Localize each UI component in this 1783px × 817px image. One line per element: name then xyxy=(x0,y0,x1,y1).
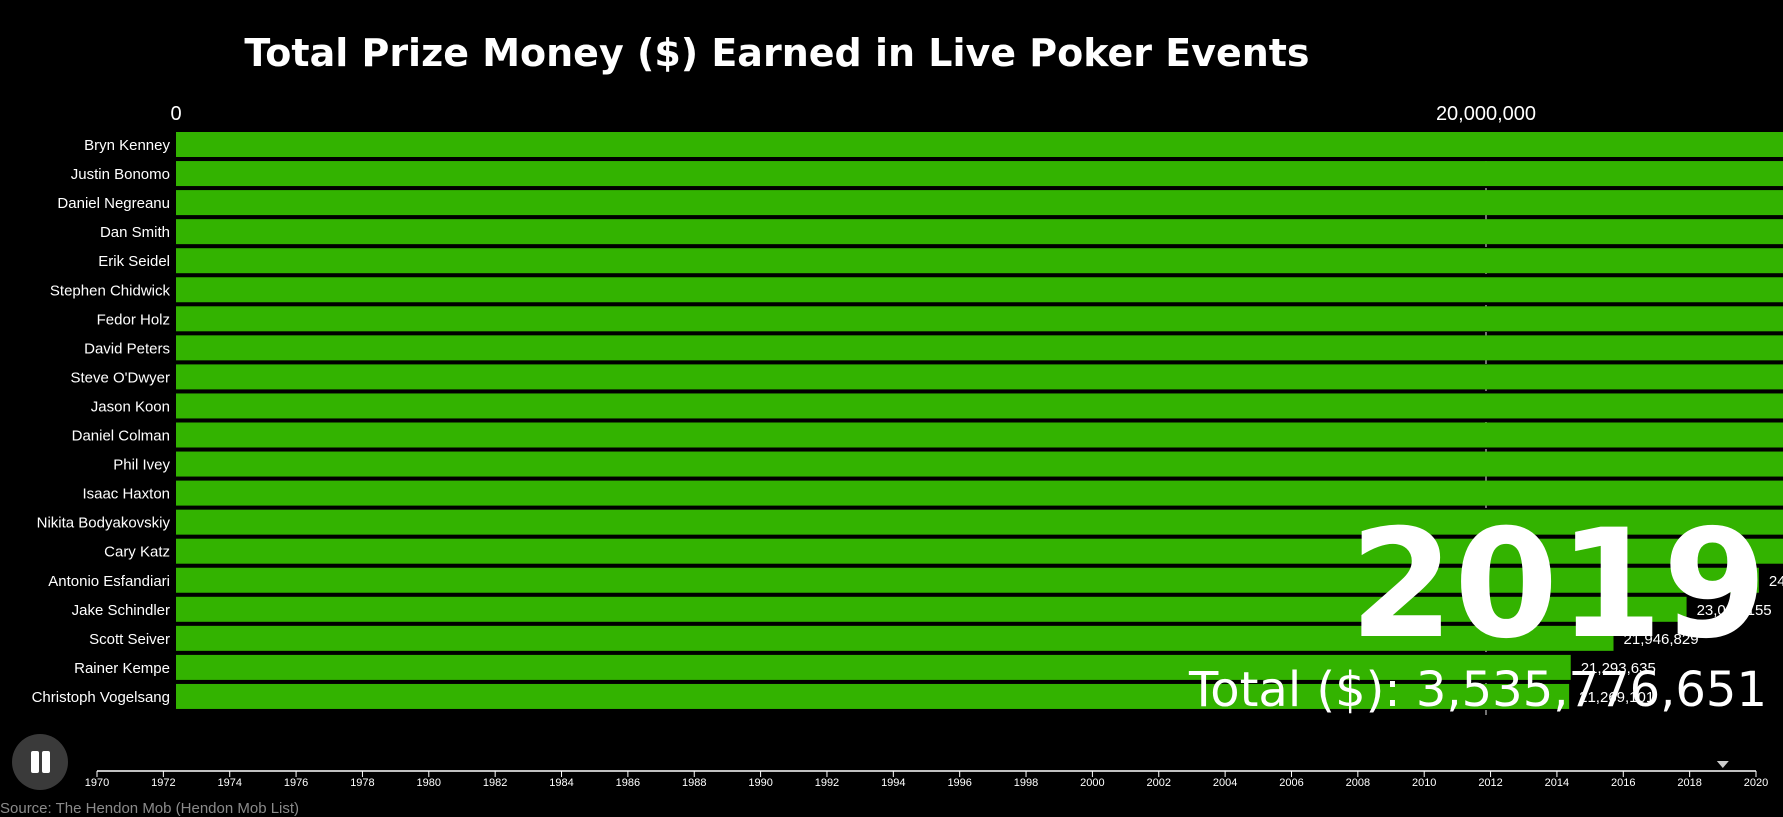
category-label: Nikita Bodyakovskiy xyxy=(37,515,171,532)
value-label: 21,946,829 xyxy=(1624,631,1699,648)
value-label: 21,269,101 xyxy=(1579,689,1654,706)
bar xyxy=(176,335,1783,361)
timeline-tick-label: 2008 xyxy=(1346,777,1370,789)
bar xyxy=(176,509,1783,535)
timeline-tick-label: 1986 xyxy=(616,777,640,789)
category-label: Jason Koon xyxy=(91,398,170,415)
category-label: Rainer Kempe xyxy=(74,660,170,677)
category-label: Erik Seidel xyxy=(98,253,170,270)
timeline-tick-label: 2016 xyxy=(1611,777,1635,789)
category-label: Bryn Kenney xyxy=(84,137,170,154)
bar xyxy=(176,567,1759,593)
category-label: David Peters xyxy=(84,340,170,357)
bar xyxy=(176,190,1783,216)
timeline[interactable]: 1970 1972 1974 1976 1978 1980 1982 1984 1986 1988… xyxy=(85,761,1768,789)
x-axis-ticks: 020,000,00040,000,000 xyxy=(170,103,1536,125)
timeline-tick-label: 2014 xyxy=(1545,777,1569,789)
bar xyxy=(176,132,1783,157)
bar xyxy=(176,683,1570,709)
category-label: Cary Katz xyxy=(104,544,170,561)
bar xyxy=(176,248,1783,274)
x-tick-label: 0 xyxy=(170,103,181,125)
pause-icon-right xyxy=(42,751,50,773)
timeline-tick-label: 1970 xyxy=(85,777,109,789)
timeline-tick-label: 1978 xyxy=(350,777,374,789)
bar xyxy=(176,219,1783,245)
category-label: Justin Bonomo xyxy=(71,166,170,183)
category-label: Isaac Haxton xyxy=(82,486,170,503)
category-label: Dan Smith xyxy=(100,224,170,241)
total-label: Total ($): 3,535,776,651 xyxy=(1188,662,1767,718)
chart-title: Total Prize Money ($) Earned in Live Pok… xyxy=(244,31,1309,75)
timeline-tick-label: 1988 xyxy=(682,777,706,789)
category-label: Christoph Vogelsang xyxy=(32,689,170,706)
bar xyxy=(176,654,1571,680)
category-label: Antonio Esfandiari xyxy=(48,573,170,590)
timeline-tick-label: 2000 xyxy=(1080,777,1104,789)
timeline-tick-label: 2002 xyxy=(1147,777,1171,789)
timeline-tick-label: 2018 xyxy=(1677,777,1701,789)
timeline-tick-label: 2006 xyxy=(1279,777,1303,789)
pause-button[interactable] xyxy=(12,734,68,790)
bars: Bryn Kenney54,726,351Justin Bonomo46,249… xyxy=(32,132,1783,709)
timeline-tick-label: 1990 xyxy=(748,777,772,789)
bar xyxy=(176,393,1783,419)
timeline-tick-label: 1980 xyxy=(417,777,441,789)
bar xyxy=(176,538,1783,564)
x-tick-label: 20,000,000 xyxy=(1436,103,1536,125)
source-note: Source: The Hendon Mob (Hendon Mob List) xyxy=(0,800,300,817)
timeline-marker-icon xyxy=(1716,761,1729,768)
timeline-tick-label: 1976 xyxy=(284,777,308,789)
timeline-tick-label: 1984 xyxy=(549,777,573,789)
timeline-tick-label: 2004 xyxy=(1213,777,1237,789)
bar xyxy=(176,306,1783,332)
pause-icon xyxy=(31,751,39,773)
timeline-tick-label: 1982 xyxy=(483,777,507,789)
bar xyxy=(176,451,1783,477)
bar xyxy=(176,480,1783,506)
period-label: 2019 xyxy=(1350,498,1767,672)
bar xyxy=(176,364,1783,390)
bar xyxy=(176,625,1614,651)
category-label: Scott Seiver xyxy=(89,631,170,648)
timeline-tick-label: 1996 xyxy=(947,777,971,789)
value-label: 23,062,155 xyxy=(1697,602,1772,619)
bar xyxy=(176,422,1783,448)
timeline-tick-label: 2020 xyxy=(1744,777,1768,789)
timeline-tick-label: 2010 xyxy=(1412,777,1436,789)
value-label: 21,293,635 xyxy=(1581,660,1656,677)
category-label: Fedor Holz xyxy=(97,311,170,328)
timeline-tick-label: 1992 xyxy=(815,777,839,789)
value-label: 24,165,867 xyxy=(1769,573,1783,590)
timeline-tick-label: 1994 xyxy=(881,777,905,789)
bar xyxy=(176,277,1783,303)
bar xyxy=(176,161,1783,187)
timeline-tick-label: 1998 xyxy=(1014,777,1038,789)
timeline-tick-label: 1972 xyxy=(151,777,175,789)
category-label: Stephen Chidwick xyxy=(50,282,171,299)
category-label: Jake Schindler xyxy=(72,602,170,619)
category-label: Steve O'Dwyer xyxy=(70,369,170,386)
timeline-tick-label: 2012 xyxy=(1478,777,1502,789)
bar xyxy=(176,596,1687,622)
category-label: Daniel Colman xyxy=(72,428,170,445)
timeline-tick-label: 1974 xyxy=(217,777,241,789)
category-label: Daniel Negreanu xyxy=(57,195,170,212)
category-label: Phil Ivey xyxy=(113,457,170,474)
